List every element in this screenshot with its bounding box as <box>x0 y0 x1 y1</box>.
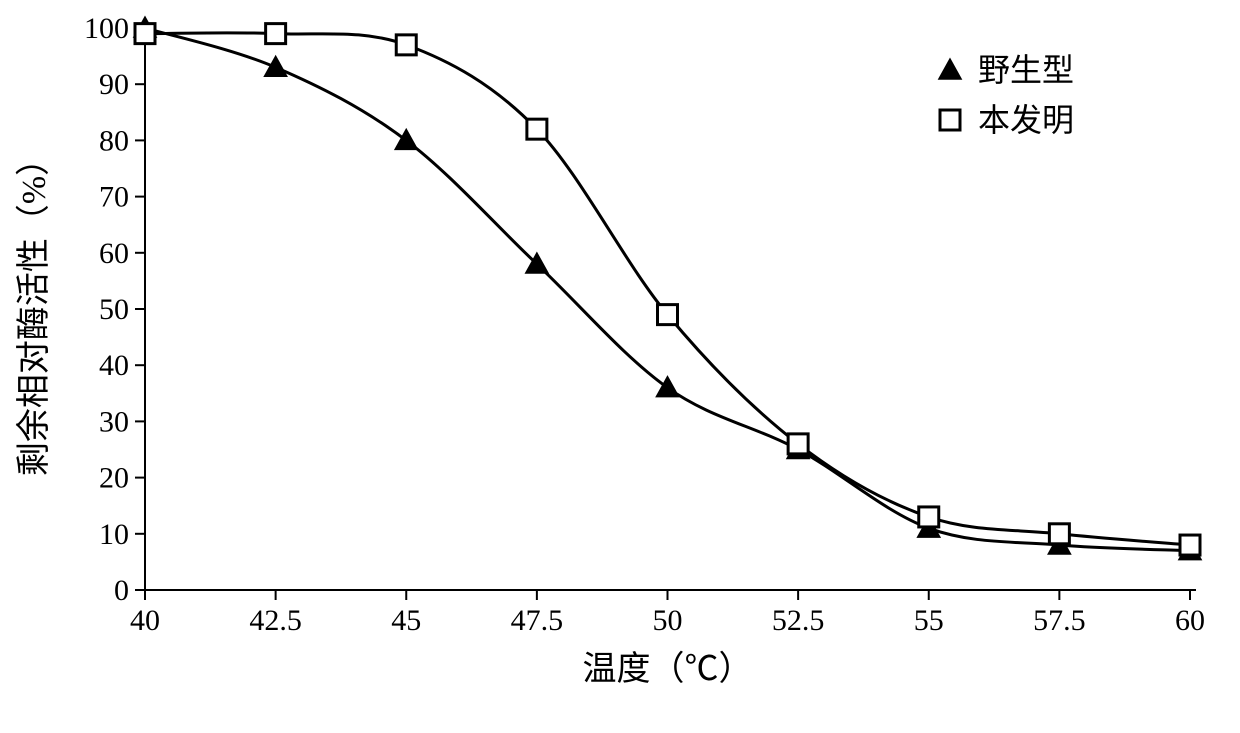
marker-square <box>1180 535 1200 555</box>
y-tick-label: 50 <box>99 293 129 326</box>
y-tick-label: 80 <box>99 124 129 157</box>
y-axis-title: 剩余相对酶活性（%） <box>15 142 53 476</box>
marker-square <box>658 305 678 325</box>
x-tick-label: 55 <box>914 604 944 637</box>
chart-svg: 0 10 20 30 40 50 60 70 80 90 100 40 42.5 45 47.5 50 52.5… <box>0 0 1240 733</box>
x-tick-label: 45 <box>391 604 421 637</box>
x-tick-label: 42.5 <box>249 604 302 637</box>
marker-triangle <box>656 376 679 397</box>
marker-square <box>135 24 155 44</box>
y-tick-label: 100 <box>84 12 129 45</box>
x-tick-label: 47.5 <box>511 604 564 637</box>
marker-square <box>396 35 416 55</box>
legend-label-wildtype: 野生型 <box>978 52 1074 88</box>
x-axis-title: 温度（℃） <box>583 650 753 688</box>
y-tick-label: 20 <box>99 462 129 495</box>
y-tick-label: 70 <box>99 181 129 214</box>
x-tick-label: 50 <box>653 604 683 637</box>
x-tick-label: 40 <box>130 604 160 637</box>
marker-square <box>527 119 547 139</box>
marker-triangle <box>939 59 962 80</box>
y-tick-label: 30 <box>99 405 129 438</box>
y-tick-label: 10 <box>99 518 129 551</box>
marker-square <box>1049 524 1069 544</box>
x-tick-label: 52.5 <box>772 604 825 637</box>
marker-square <box>788 434 808 454</box>
y-tick-label: 0 <box>114 574 129 607</box>
marker-square <box>919 507 939 527</box>
marker-triangle <box>264 56 287 77</box>
x-tick-label: 57.5 <box>1033 604 1086 637</box>
legend-label-invention: 本发明 <box>978 102 1074 138</box>
x-tick-label: 60 <box>1175 604 1205 637</box>
y-tick-label: 90 <box>99 68 129 101</box>
y-tick-label: 40 <box>99 349 129 382</box>
chart-container: 0 10 20 30 40 50 60 70 80 90 100 40 42.5 45 47.5 50 52.5… <box>0 0 1240 733</box>
marker-square <box>266 24 286 44</box>
marker-square <box>940 110 960 130</box>
y-tick-label: 60 <box>99 237 129 270</box>
marker-triangle <box>395 129 418 150</box>
